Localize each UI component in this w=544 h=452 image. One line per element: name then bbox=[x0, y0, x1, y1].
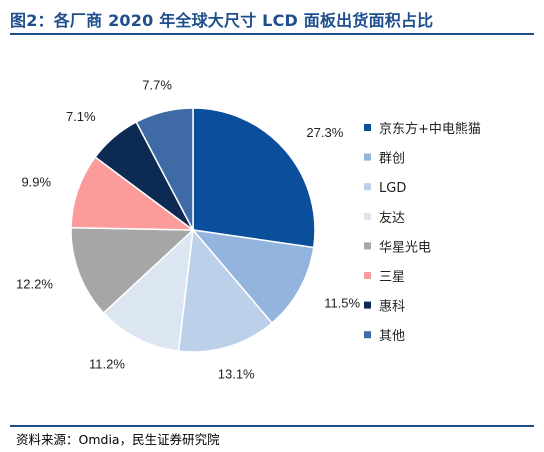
legend-swatch bbox=[364, 272, 371, 279]
data-labels: 27.3% 11.5% 13.1% 11.2% 12.2% 9.9% 7.1% 7.7% bbox=[16, 77, 361, 381]
data-label: 12.2% bbox=[16, 277, 53, 292]
legend-label: 京东方+中电熊猫 bbox=[379, 121, 481, 137]
data-label: 11.2% bbox=[89, 357, 125, 372]
legend-label: LGD bbox=[379, 181, 406, 196]
pie-slice bbox=[102, 228, 194, 352]
legend-label: 惠科 bbox=[379, 300, 405, 315]
pie-slice bbox=[192, 107, 316, 249]
pie-slices bbox=[70, 107, 316, 353]
legend-swatch bbox=[364, 301, 371, 309]
data-label: 9.9% bbox=[21, 174, 51, 189]
legend-label: 群创 bbox=[379, 152, 405, 167]
legend-label: 其他 bbox=[379, 329, 405, 344]
legend-swatch bbox=[364, 183, 371, 191]
title-rule bbox=[10, 33, 534, 35]
legend-label: 三星 bbox=[379, 270, 405, 285]
data-label: 13.1% bbox=[218, 367, 255, 382]
source-rule bbox=[10, 425, 534, 427]
pie-slice bbox=[191, 228, 315, 325]
legend-swatch bbox=[364, 242, 371, 250]
pie-slice bbox=[135, 107, 194, 231]
legend-swatch bbox=[364, 153, 371, 161]
pie-slice bbox=[70, 156, 196, 231]
legend-label: 华星光电 bbox=[379, 240, 431, 255]
source-note: 资料来源：Omdia，民生证券研究院 bbox=[16, 432, 220, 447]
chart-title: 图2：各厂商 2020 年全球大尺寸 LCD 面板出货面积占比 bbox=[10, 11, 434, 30]
legend-swatch bbox=[364, 124, 371, 131]
pie-slice bbox=[177, 228, 273, 353]
data-label: 7.7% bbox=[142, 77, 172, 92]
data-label: 27.3% bbox=[306, 125, 343, 140]
legend-swatch bbox=[364, 212, 371, 220]
pie-slice bbox=[70, 226, 195, 315]
legend-label: 友达 bbox=[379, 210, 405, 226]
data-label: 11.5% bbox=[324, 296, 360, 311]
legend-swatch bbox=[364, 331, 371, 339]
data-label: 7.1% bbox=[66, 109, 96, 124]
